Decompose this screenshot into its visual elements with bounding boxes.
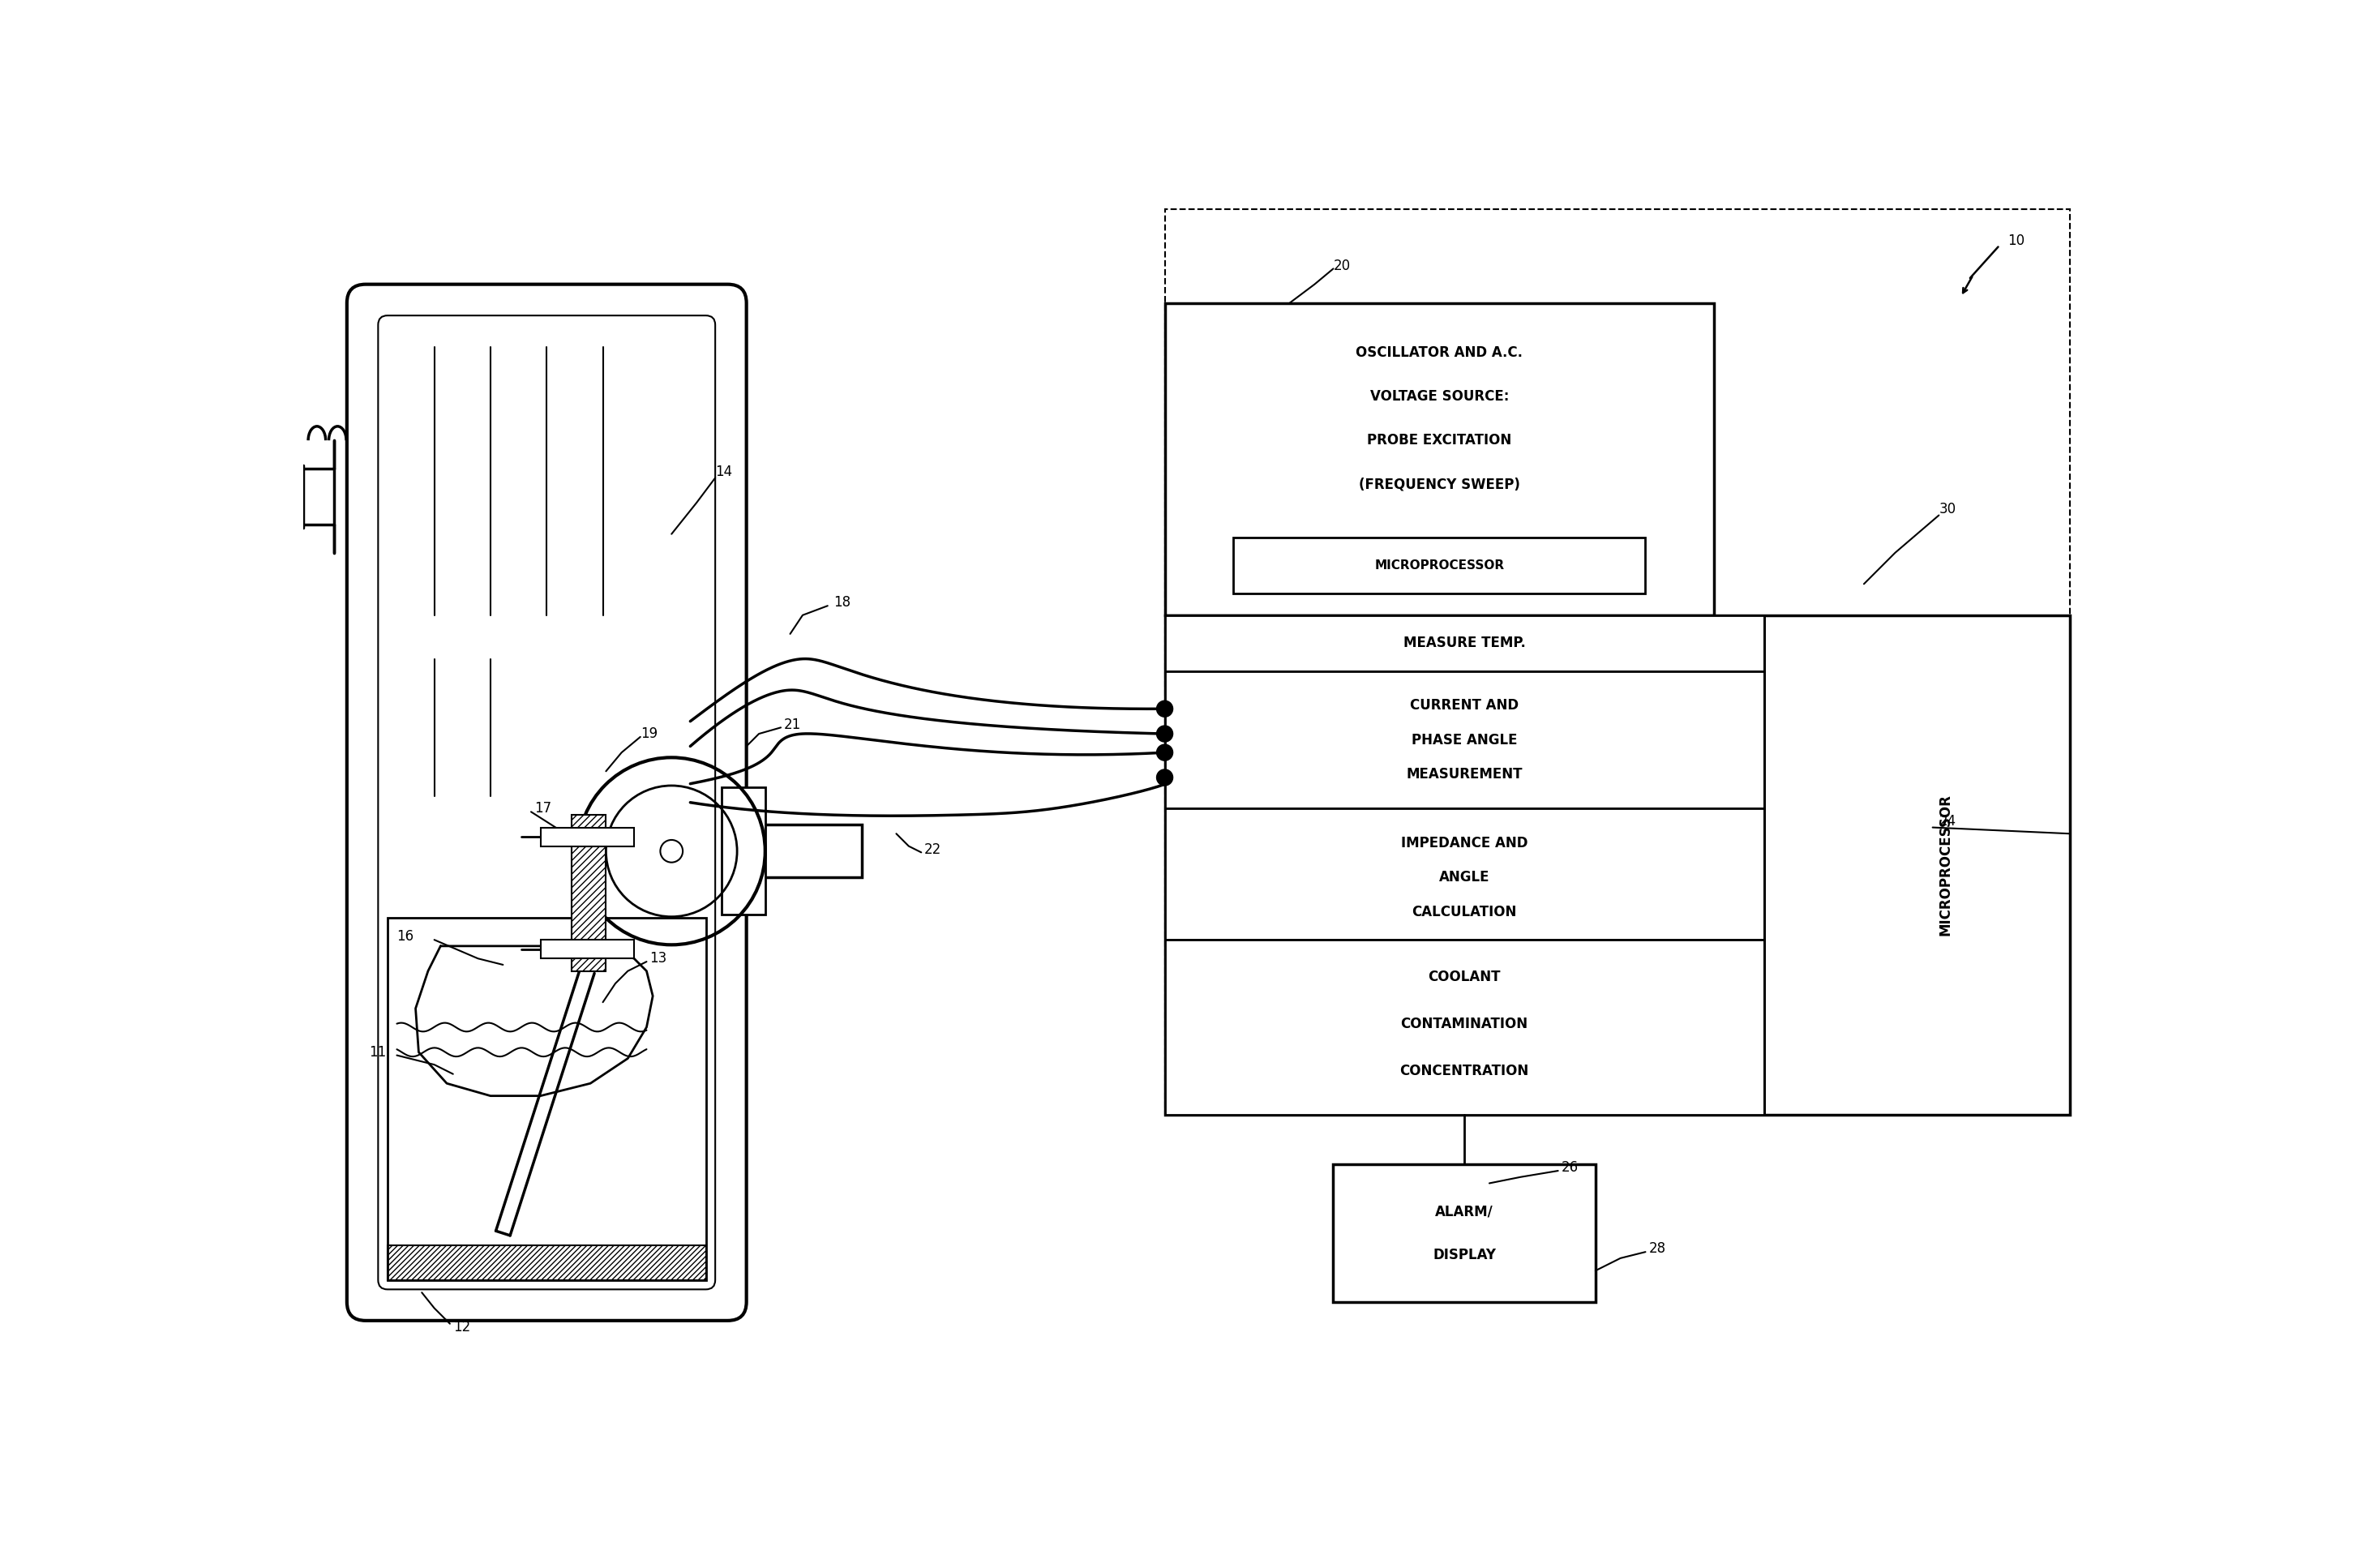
FancyBboxPatch shape	[347, 284, 747, 1320]
Bar	[1234, 538, 1646, 593]
Text: ALARM/: ALARM/	[1436, 1204, 1493, 1218]
Bar	[1165, 809, 1764, 939]
Text: ANGLE: ANGLE	[1439, 870, 1489, 884]
Circle shape	[1156, 701, 1172, 717]
Bar	[1165, 303, 1715, 615]
Bar	[1165, 615, 2069, 1115]
Bar	[388, 1245, 706, 1279]
Text: 22: 22	[925, 842, 942, 856]
Text: 30: 30	[1938, 502, 1957, 516]
Text: MEASURE TEMP.: MEASURE TEMP.	[1403, 637, 1527, 651]
Text: MICROPROCESSOR: MICROPROCESSOR	[1938, 793, 1952, 936]
Text: 11: 11	[369, 1044, 385, 1060]
Text: 21: 21	[785, 717, 801, 732]
Text: CONTAMINATION: CONTAMINATION	[1401, 1016, 1529, 1032]
Text: 13: 13	[649, 952, 666, 966]
Text: DISPLAY: DISPLAY	[1434, 1248, 1496, 1262]
Circle shape	[1156, 770, 1172, 786]
Text: (FREQUENCY SWEEP): (FREQUENCY SWEEP)	[1358, 477, 1520, 491]
Bar	[388, 917, 706, 1279]
Bar	[1165, 671, 1764, 809]
Bar	[1165, 939, 1764, 1115]
Text: 14: 14	[716, 464, 732, 478]
Bar	[721, 787, 766, 914]
Text: PHASE ANGLE: PHASE ANGLE	[1413, 732, 1517, 748]
Circle shape	[1156, 726, 1172, 742]
Bar	[571, 815, 606, 971]
Text: CURRENT AND: CURRENT AND	[1410, 698, 1520, 713]
Text: 26: 26	[1560, 1160, 1579, 1174]
Text: 10: 10	[2007, 234, 2024, 248]
Text: 18: 18	[835, 596, 851, 610]
Text: CALCULATION: CALCULATION	[1413, 905, 1517, 919]
Text: MEASUREMENT: MEASUREMENT	[1405, 767, 1522, 782]
Text: PROBE EXCITATION: PROBE EXCITATION	[1367, 433, 1512, 448]
Text: MICROPROCESSOR: MICROPROCESSOR	[1374, 560, 1505, 571]
Bar	[1334, 1165, 1596, 1301]
Text: IMPEDANCE AND: IMPEDANCE AND	[1401, 836, 1527, 850]
Text: 19: 19	[640, 726, 656, 742]
Bar	[540, 939, 635, 958]
Text: COOLANT: COOLANT	[1429, 971, 1501, 985]
Text: 24: 24	[1938, 814, 1957, 828]
Bar	[540, 828, 635, 847]
Text: VOLTAGE SOURCE:: VOLTAGE SOURCE:	[1370, 389, 1510, 405]
Bar	[725, 825, 861, 878]
Text: CONCENTRATION: CONCENTRATION	[1401, 1063, 1529, 1079]
FancyBboxPatch shape	[378, 315, 716, 1289]
Text: 28: 28	[1648, 1242, 1665, 1256]
Text: 17: 17	[535, 801, 552, 815]
Text: 16: 16	[397, 930, 414, 944]
Bar	[1165, 615, 1764, 671]
Text: OSCILLATOR AND A.C.: OSCILLATOR AND A.C.	[1355, 345, 1522, 361]
Text: 20: 20	[1334, 259, 1351, 273]
Circle shape	[1156, 745, 1172, 760]
Text: 12: 12	[454, 1320, 471, 1334]
FancyBboxPatch shape	[1165, 210, 2069, 1115]
